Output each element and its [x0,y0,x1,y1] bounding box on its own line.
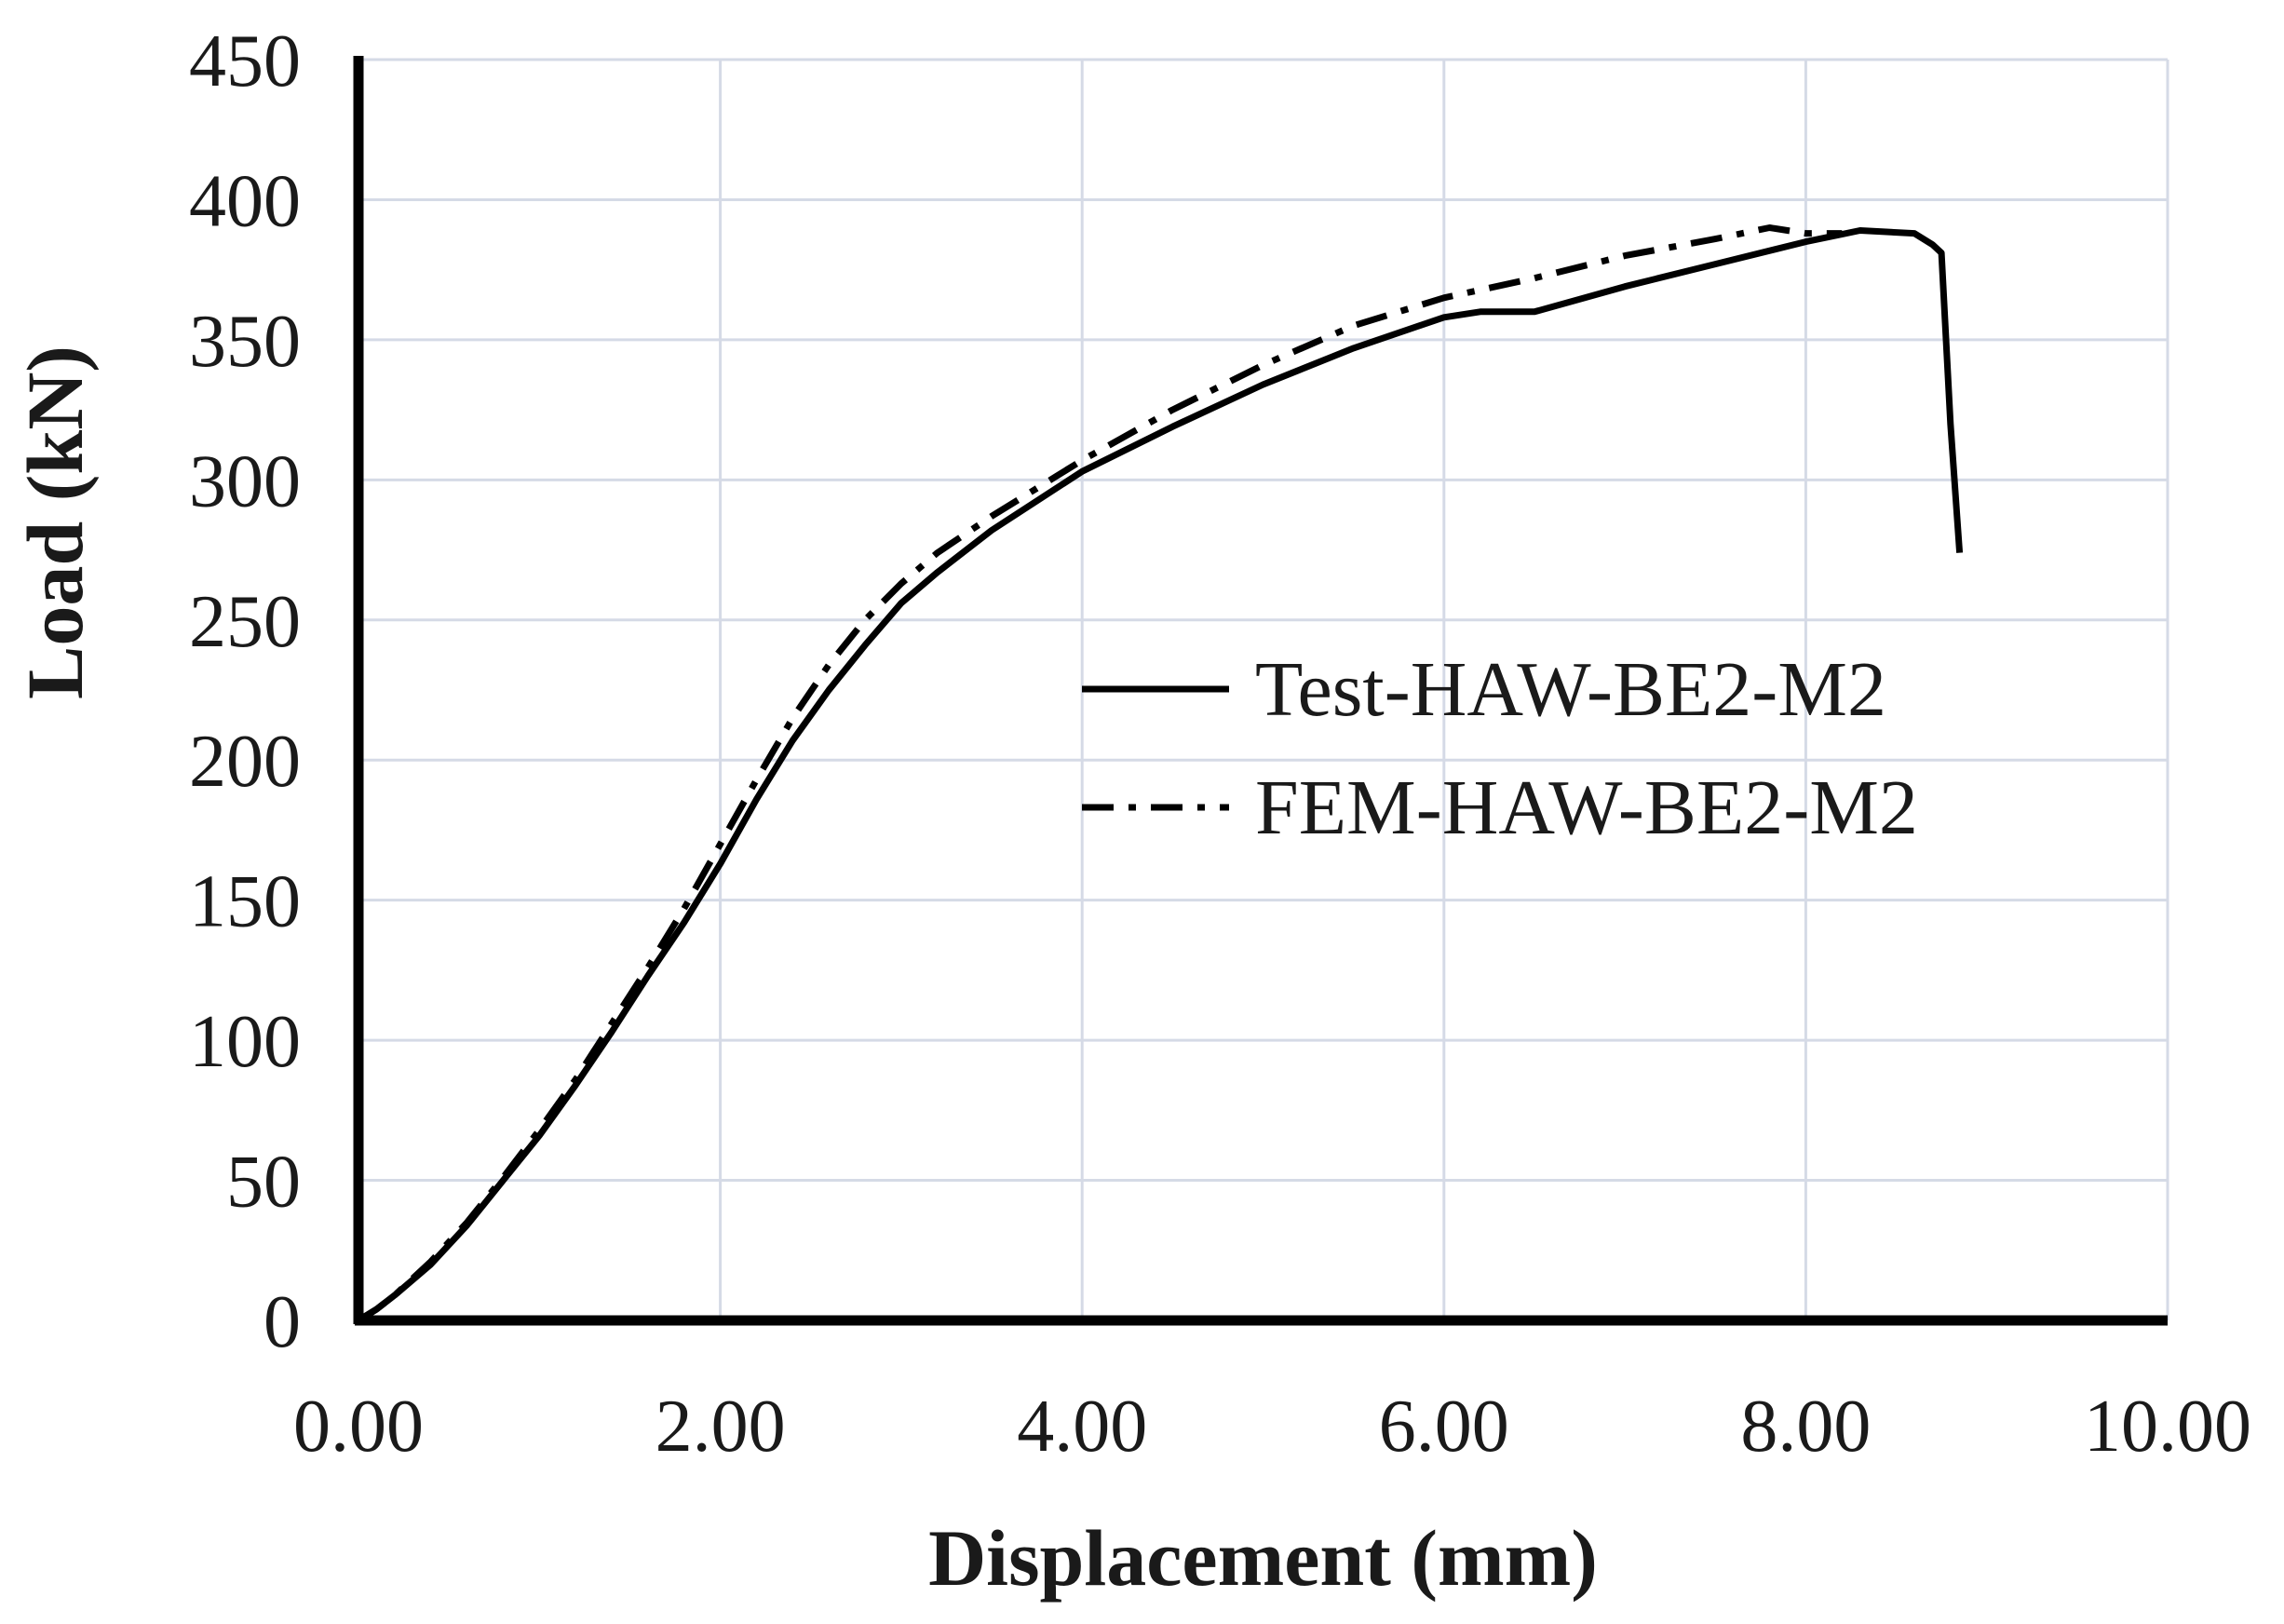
y-tick-label: 200 [189,721,301,803]
y-tick-label: 150 [189,861,301,943]
series-line-fem [357,224,1843,1323]
tick-labels: 0 50 100 150 200 250 300 350 400 450 0.00 2.00 4.00 6… [189,20,2251,1468]
y-tick-label: 450 [189,20,301,102]
x-tick-label: 10.00 [2084,1386,2251,1468]
y-tick-label: 50 [226,1142,301,1224]
legend-label-fem: FEM-HAW-BE2-M2 [1255,765,1918,851]
y-tick-label: 100 [189,1001,301,1083]
y-tick-label: 350 [189,301,301,383]
legend: Test-HAW-BE2-M2 FEM-HAW-BE2-M2 [1082,646,1918,851]
x-tick-label: 8.00 [1740,1386,1871,1468]
y-tick-label: 0 [264,1281,301,1363]
y-tick-label: 300 [189,440,301,522]
y-tick-label: 400 [189,160,301,242]
x-tick-label: 0.00 [293,1386,424,1468]
x-tick-label: 6.00 [1379,1386,1509,1468]
series-line-test [357,227,1964,1323]
y-tick-label: 250 [189,581,301,663]
y-axis-title: Load (kN) [10,345,100,699]
legend-label-test: Test-HAW-BE2-M2 [1255,646,1886,733]
x-tick-label: 4.00 [1017,1386,1147,1468]
x-axis-title: Displacement (mm) [928,1513,1598,1603]
axes [353,56,2168,1326]
series-layer [357,224,1964,1323]
x-tick-label: 2.00 [655,1386,786,1468]
